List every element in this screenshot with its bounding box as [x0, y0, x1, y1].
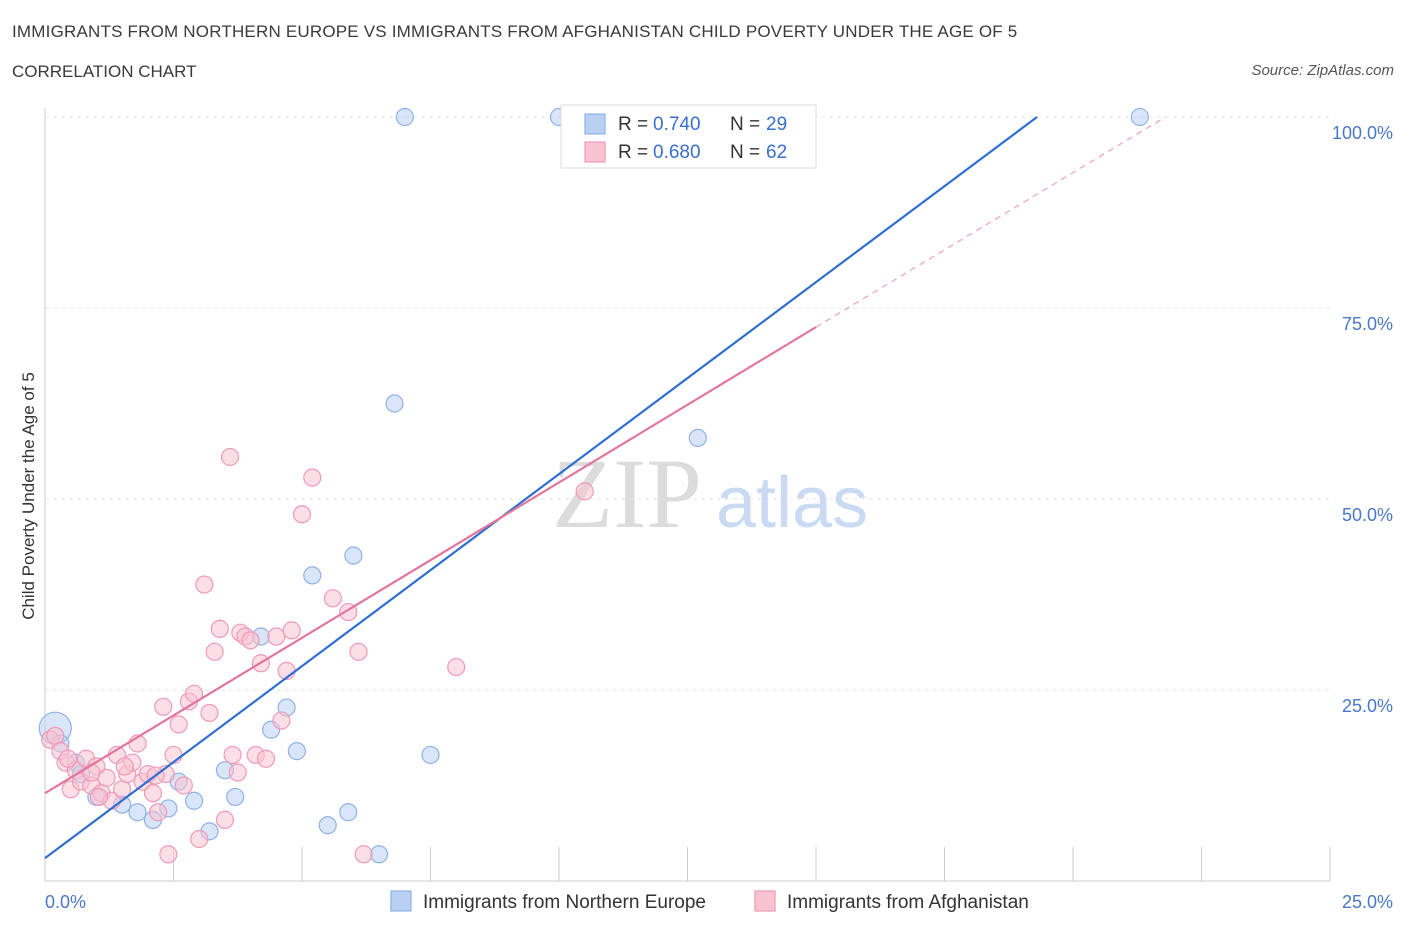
point-pink-52: [349, 642, 368, 661]
point-pink-58: [115, 757, 134, 776]
point-pink-55: [89, 787, 109, 807]
point-pink-27: [174, 776, 193, 795]
stats-legend-r-label-blue: R =: [618, 114, 648, 135]
series-legend-label-blue: Immigrants from Northern Europe: [423, 892, 706, 913]
point-pink-33: [205, 642, 224, 661]
series-legend-swatch-pink: [754, 890, 776, 912]
point-blue-27: [688, 428, 707, 447]
x-tick-labels: 0.0% 25.0%: [45, 892, 1393, 912]
point-pink-56: [59, 749, 78, 768]
point-blue-23: [385, 394, 404, 413]
point-pink-1: [46, 726, 65, 745]
point-pink-37: [223, 745, 242, 765]
y-tick-label-2: 75.0%: [1342, 314, 1393, 334]
point-blue-13: [226, 787, 245, 807]
point-blue-24: [395, 107, 414, 127]
stats-legend-swatch-pink: [584, 141, 606, 163]
point-pink-43: [256, 749, 276, 768]
point-pink-34: [210, 619, 229, 638]
point-pink-50: [323, 589, 342, 608]
stats-legend: R = 0.740 N = 29 R = 0.680 N = 62: [560, 104, 817, 169]
point-blue-28: [1130, 107, 1149, 127]
y-tick-label-1: 50.0%: [1342, 505, 1393, 525]
point-pink-61: [228, 763, 247, 782]
point-blue-25: [421, 745, 440, 765]
point-pink-35: [215, 810, 234, 829]
point-pink-31: [195, 575, 214, 594]
stats-legend-n-label-pink: N =: [730, 142, 760, 163]
stats-legend-swatch-blue: [584, 113, 606, 135]
chart-title: IMMIGRANTS FROM NORTHERN EUROPE VS IMMIG…: [12, 22, 1018, 41]
y-tick-label-3: 100.0%: [1332, 123, 1393, 143]
chart-subtitle: CORRELATION CHART: [12, 62, 197, 81]
trend-line-extension-pink: [815, 116, 1166, 328]
x-tick-label-max: 25.0%: [1342, 892, 1393, 912]
axis-layer: [44, 108, 1331, 882]
point-pink-21: [148, 803, 168, 822]
point-pink-53: [354, 845, 373, 864]
watermark-atlas: atlas: [716, 463, 868, 543]
point-blue-10: [184, 791, 204, 810]
point-blue-22: [370, 845, 389, 864]
point-pink-45: [272, 711, 291, 730]
point-pink-30: [190, 829, 209, 849]
trend-line-blue: [44, 116, 1038, 859]
series-legend: Immigrants from Northern Europe Immigran…: [390, 890, 1029, 913]
point-pink-20: [143, 784, 163, 803]
series-legend-swatch-blue: [390, 890, 412, 912]
series-legend-label-pink: Immigrants from Afghanistan: [787, 892, 1029, 913]
stats-legend-n-label-blue: N =: [730, 114, 760, 135]
point-pink-32: [200, 703, 219, 723]
point-blue-17: [287, 742, 306, 761]
point-pink-49: [303, 468, 322, 487]
y-axis-label: Child Poverty Under the Age of 5: [19, 372, 38, 620]
point-blue-18: [303, 566, 322, 585]
stats-legend-n-value-pink: 62: [766, 142, 787, 163]
y-tick-labels: 25.0% 50.0% 75.0% 100.0%: [1332, 123, 1393, 716]
point-blue-21: [344, 546, 363, 565]
stats-legend-r-label-pink: R =: [618, 142, 648, 163]
point-pink-24: [159, 845, 178, 864]
point-pink-26: [169, 715, 188, 734]
point-blue-6: [128, 803, 147, 822]
point-pink-60: [575, 482, 594, 501]
point-pink-54: [447, 657, 466, 677]
x-tick-label-min: 0.0%: [45, 892, 86, 912]
stats-legend-r-value-pink: 0.680: [653, 142, 701, 163]
trend-line-pink: [44, 326, 817, 795]
trend-layer: [44, 116, 1166, 859]
source-label: Source: ZipAtlas.com: [1251, 62, 1394, 79]
stats-legend-n-value-blue: 29: [766, 114, 787, 135]
point-pink-47: [282, 621, 301, 640]
watermark-zip: ZIP: [552, 438, 702, 549]
point-pink-48: [292, 505, 312, 524]
stats-legend-r-value-blue: 0.740: [653, 114, 701, 135]
point-blue-20: [339, 803, 358, 822]
point-blue-19: [318, 816, 337, 835]
point-pink-44: [267, 627, 286, 646]
point-pink-36: [220, 447, 240, 467]
point-pink-22: [154, 697, 173, 716]
point-pink-57: [82, 763, 101, 782]
point-pink-11: [97, 768, 116, 787]
y-tick-label-0: 25.0%: [1342, 696, 1393, 716]
point-pink-40: [241, 631, 260, 650]
